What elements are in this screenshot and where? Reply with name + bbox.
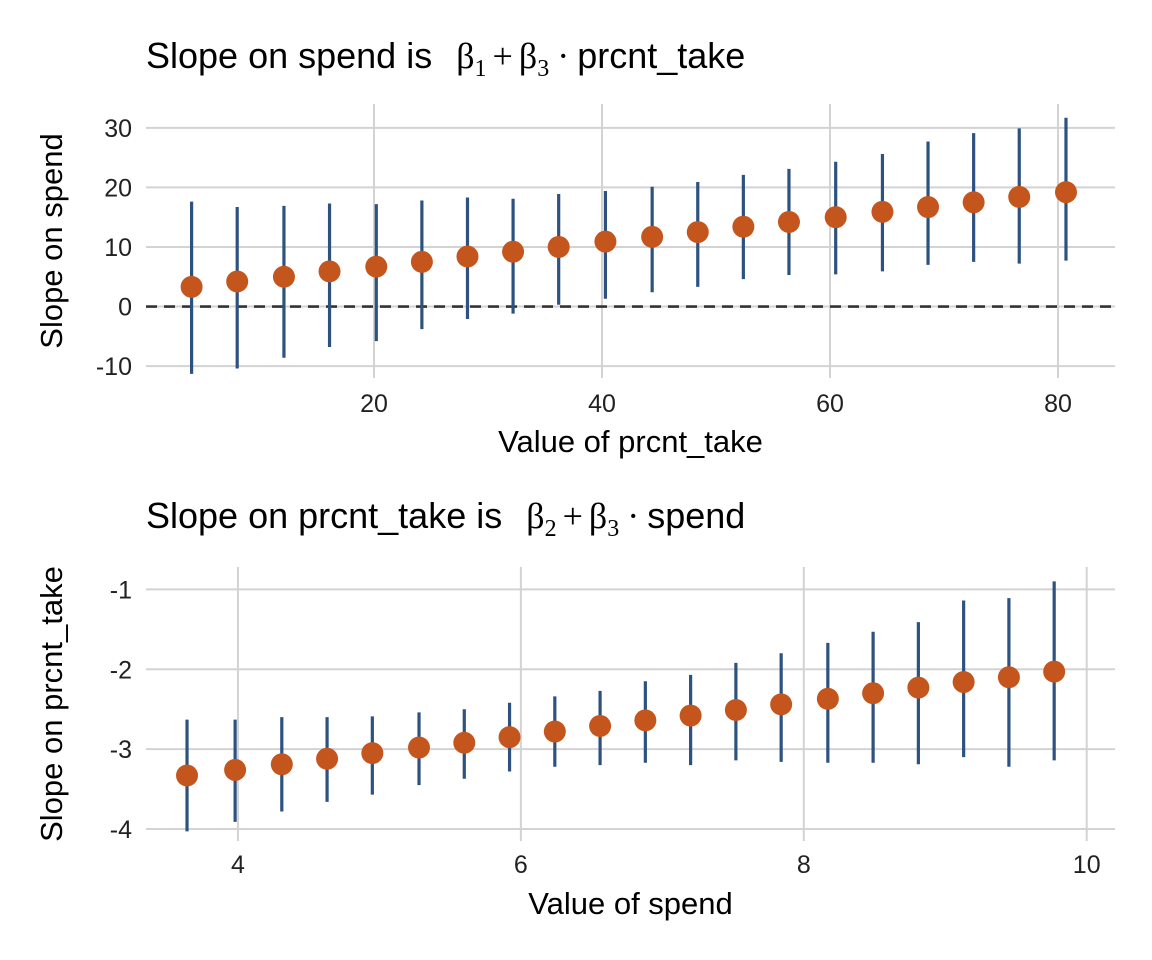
estimate-point [180,275,203,298]
point-series [176,660,1066,787]
estimate-point [272,265,295,288]
estimate-point [408,736,431,759]
estimate-point [361,742,384,765]
estimate-point [589,714,612,737]
x-tick-label: 10 [1073,851,1101,879]
estimate-point [724,698,747,721]
x-tick-label: 60 [816,390,844,418]
y-axis-title: Slope on prcnt_take [34,566,69,842]
estimate-point [962,191,985,214]
formula-dot: · [627,496,639,536]
y-tick-label: 30 [104,115,132,143]
formula-subscript: 1 [475,56,487,82]
grid-lines [146,567,1115,841]
interval-series [190,117,1068,374]
y-tick-label: 10 [104,234,132,262]
y-tick-label: -1 [110,576,132,604]
chart-title: Slope on prcnt_take is β2 + β3 · spend [146,495,745,542]
chart-title-text: Slope on spend is [146,35,432,76]
estimate-point [456,245,479,268]
interval-series [185,581,1056,832]
estimate-point [453,731,476,754]
formula-subscript: 3 [607,516,619,542]
estimate-point [1043,660,1066,683]
y-tick-label: -4 [110,816,132,844]
x-axis-title: Value of prcnt_take [498,424,763,459]
estimate-point [498,726,521,749]
chart-title: Slope on spend is β1 + β3 · prcnt_take [146,35,745,82]
estimate-point [997,666,1020,689]
formula-subscript: 2 [545,516,557,542]
estimate-point [871,200,894,223]
estimate-point [316,747,339,770]
formula-subscript: 3 [537,56,549,82]
estimate-point [770,693,793,716]
x-axis-title: Value of spend [528,886,733,921]
estimate-point [952,671,975,694]
estimate-point [270,753,293,776]
x-tick-label: 8 [797,851,811,879]
estimate-point [917,196,940,219]
estimate-point [816,687,839,710]
estimate-point [502,240,525,263]
estimate-point [641,225,664,248]
formula-beta: β [526,496,544,536]
y-tick-label: 0 [118,294,132,322]
estimate-point [862,682,885,705]
estimate-point [543,720,566,743]
formula-beta: β [589,496,607,536]
estimate-point [686,221,709,244]
y-tick-label: -2 [110,656,132,684]
estimate-point [410,250,433,273]
formula-plus: + [493,36,513,76]
point-series [180,181,1077,298]
estimate-point [226,270,249,293]
chart-title-text: Slope on prcnt_take is [146,495,502,536]
x-tick-label: 40 [588,390,616,418]
estimate-point [907,676,930,699]
estimate-point [594,230,617,253]
formula-dot: · [557,36,569,76]
y-tick-label: -10 [96,353,132,381]
x-tick-label: 80 [1044,390,1072,418]
formula-variable: prcnt_take [577,35,745,76]
x-tick-label: 20 [360,390,388,418]
estimate-point [777,210,800,233]
estimate-point [634,709,657,732]
x-tick-label: 6 [514,851,528,879]
estimate-point [732,215,755,238]
formula-variable: spend [647,495,745,536]
y-tick-label: -3 [110,736,132,764]
estimate-point [176,764,199,787]
estimate-point [224,758,247,781]
formula-beta: β [519,36,537,76]
estimate-point [679,704,702,727]
estimate-point [1008,185,1031,208]
formula-plus: + [563,496,583,536]
grid-lines [146,104,1115,378]
x-tick-label: 4 [231,851,245,879]
estimate-point [365,255,388,278]
estimate-point [1054,181,1077,204]
y-axis-title: Slope on spend [34,133,69,348]
estimate-point [824,206,847,229]
formula-beta: β [456,36,474,76]
estimate-point [318,260,341,283]
y-tick-label: 20 [104,174,132,202]
estimate-point [547,235,570,258]
